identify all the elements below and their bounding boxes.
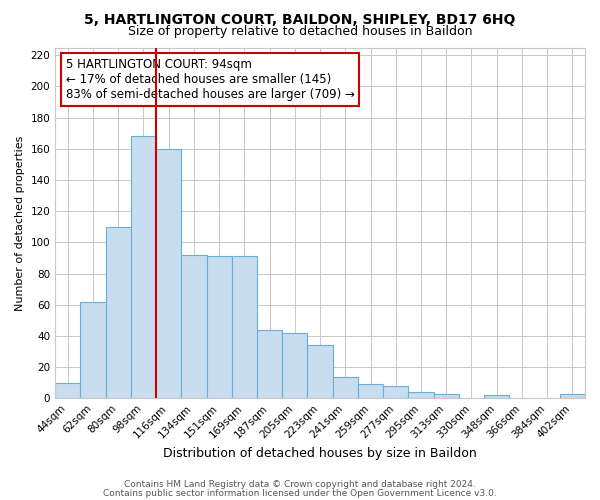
Bar bbox=[307, 346, 332, 399]
Bar bbox=[560, 394, 585, 398]
Bar bbox=[232, 256, 257, 398]
Bar bbox=[332, 376, 358, 398]
Text: Contains HM Land Registry data © Crown copyright and database right 2024.: Contains HM Land Registry data © Crown c… bbox=[124, 480, 476, 489]
Bar bbox=[106, 227, 131, 398]
Bar bbox=[55, 382, 80, 398]
Bar bbox=[383, 386, 409, 398]
Text: 5 HARTLINGTON COURT: 94sqm
← 17% of detached houses are smaller (145)
83% of sem: 5 HARTLINGTON COURT: 94sqm ← 17% of deta… bbox=[66, 58, 355, 101]
Bar bbox=[257, 330, 282, 398]
Bar bbox=[181, 255, 206, 398]
Bar bbox=[358, 384, 383, 398]
Bar bbox=[156, 149, 181, 398]
Bar bbox=[131, 136, 156, 398]
Text: Size of property relative to detached houses in Baildon: Size of property relative to detached ho… bbox=[128, 25, 472, 38]
Text: 5, HARTLINGTON COURT, BAILDON, SHIPLEY, BD17 6HQ: 5, HARTLINGTON COURT, BAILDON, SHIPLEY, … bbox=[85, 12, 515, 26]
Bar bbox=[484, 395, 509, 398]
Bar bbox=[434, 394, 459, 398]
Bar bbox=[282, 333, 307, 398]
Y-axis label: Number of detached properties: Number of detached properties bbox=[15, 135, 25, 310]
Bar bbox=[80, 302, 106, 398]
Bar bbox=[206, 256, 232, 398]
Bar bbox=[409, 392, 434, 398]
Text: Contains public sector information licensed under the Open Government Licence v3: Contains public sector information licen… bbox=[103, 488, 497, 498]
X-axis label: Distribution of detached houses by size in Baildon: Distribution of detached houses by size … bbox=[163, 447, 477, 460]
